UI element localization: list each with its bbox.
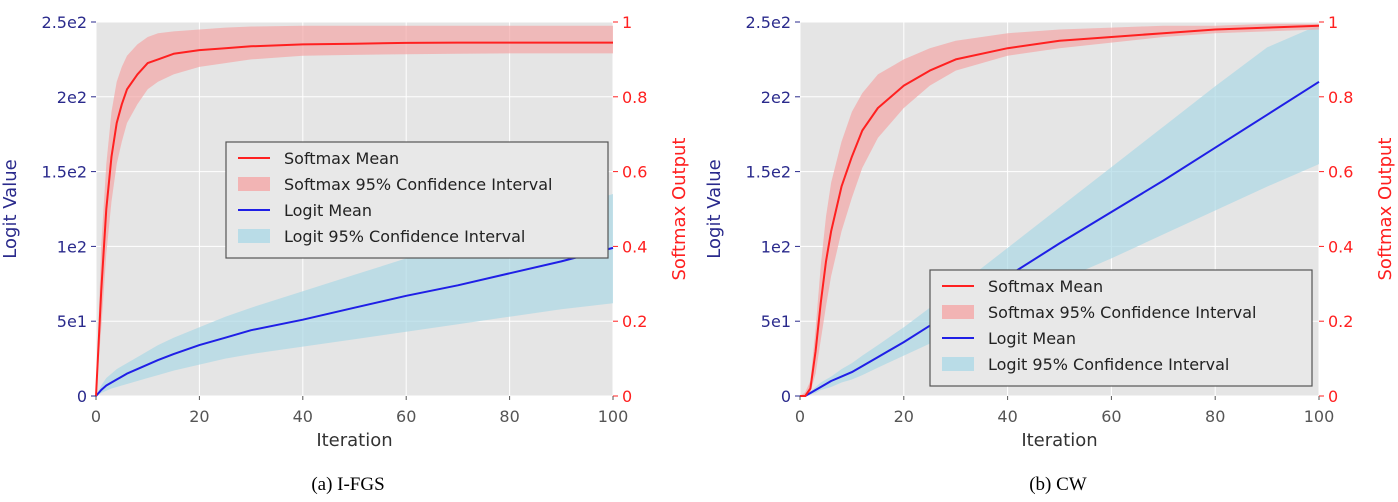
x-tick-label: 20 [894,407,914,426]
y-right-axis-label: Softmax Output [1375,138,1396,281]
y-right-tick-label: 0.6 [622,163,647,182]
y-right-tick-label: 1 [1328,13,1338,32]
x-tick-label: 80 [1205,407,1225,426]
x-axis-label: Iteration [316,430,392,451]
softmax-mean-line [95,41,613,397]
x-tick-label: 60 [396,407,416,426]
y-right-tick-label: 0.2 [1328,312,1353,331]
panel-caption: (a) I-FGS [311,474,384,495]
x-tick-label: 40 [997,407,1017,426]
y-right-tick-label: 0.2 [622,312,647,331]
x-tick-label: 100 [598,407,629,426]
x-tick-label: 40 [293,407,313,426]
y-left-axis-label: Logit Value [704,159,725,258]
legend-swatch-patch [238,229,270,243]
y-left-tick-label: 2e2 [761,88,791,107]
x-tick-label: 100 [1304,407,1335,426]
y-left-tick-label: 1.5e2 [42,163,87,182]
legend: Softmax Mean Softmax 95% Confidence Inter… [225,141,609,259]
y-right-tick-label: 0.8 [622,88,647,107]
y-right-tick-label: 0 [622,387,632,406]
y-right-tick-label: 0.8 [1328,88,1353,107]
y-right-tick-label: 0.6 [1328,163,1353,182]
y-left-tick-label: 1e2 [57,237,87,256]
x-tick-label: 0 [91,407,101,426]
y-left-tick-label: 0 [781,387,791,406]
legend-box [225,141,609,259]
y-right-axis-label: Softmax Output [669,138,690,281]
logit-confidence-band [800,25,1319,396]
y-left-tick-label: 5e1 [57,312,87,331]
legend-label: Logit Mean [284,201,372,220]
legend: Softmax Mean Softmax 95% Confidence Inter… [929,269,1313,387]
y-left-axis-label: Logit Value [0,159,21,258]
chart-panel-2: 0 20 40 60 80 10005e11e21.5e22e22.5e200.20.40… [704,13,1396,495]
x-axis-label: Iteration [1021,430,1097,451]
logit-mean-line [800,80,1320,397]
x-tick-label: 0 [795,407,805,426]
legend-label: Logit Mean [988,329,1076,348]
y-left-tick-label: 5e1 [761,312,791,331]
y-left-tick-label: 2.5e2 [746,13,791,32]
y-left-tick-label: 1e2 [761,237,791,256]
y-right-tick-label: 0.4 [622,237,647,256]
legend-swatch-patch [942,305,974,319]
panel-caption: (b) CW [1029,474,1087,495]
y-left-tick-label: 2.5e2 [42,13,87,32]
y-left-tick-label: 0 [77,387,87,406]
x-tick-label: 80 [499,407,519,426]
logit-mean-line [95,246,614,397]
x-tick-label: 20 [189,407,209,426]
y-right-tick-label: 0.4 [1328,237,1353,256]
legend-label: Softmax Mean [284,149,399,168]
legend-swatch-patch [238,177,270,191]
y-left-tick-label: 1.5e2 [746,163,791,182]
y-left-tick-label: 2e2 [57,88,87,107]
legend-label: Softmax Mean [988,277,1103,296]
legend-label: Softmax 95% Confidence Interval [988,303,1256,322]
legend-label: Logit 95% Confidence Interval [988,355,1229,374]
legend-label: Logit 95% Confidence Interval [284,227,525,246]
y-right-tick-label: 0 [1328,387,1338,406]
legend-label: Softmax 95% Confidence Interval [284,175,552,194]
legend-swatch-patch [942,357,974,371]
x-tick-label: 60 [1101,407,1121,426]
y-right-tick-label: 1 [622,13,632,32]
softmax-mean-line [800,24,1320,397]
legend-box [929,269,1313,387]
chart-panel-1: 0 20 40 60 80 10005e11e21.5e22e22.5e200.20.40… [0,13,690,495]
